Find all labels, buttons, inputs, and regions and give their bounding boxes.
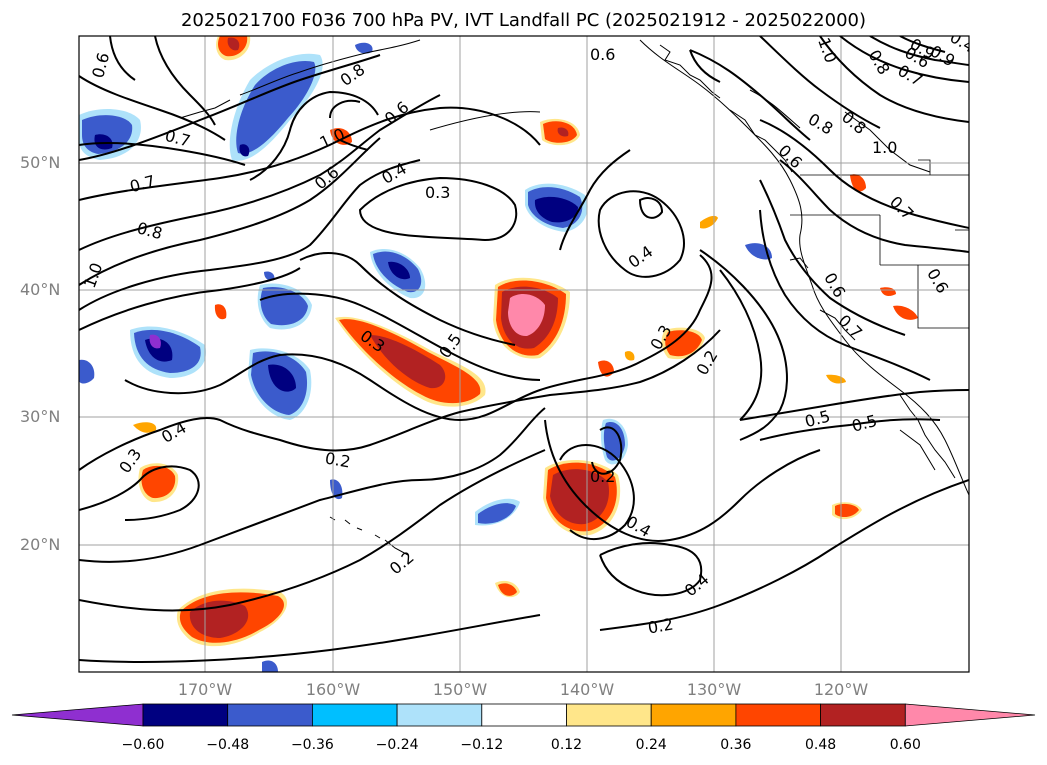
- colorbar-segment: [481, 703, 567, 727]
- colorbar-tick-label: −0.24: [375, 737, 419, 753]
- colorbar-segment: [227, 703, 313, 727]
- colorbar-segment: [820, 703, 906, 727]
- colorbar-segment: [566, 703, 652, 727]
- map-frame: [78, 35, 970, 673]
- colorbar-tick-label: 0.48: [805, 737, 837, 753]
- contour-label: 0.3: [425, 183, 450, 202]
- lat-label: 50°N: [20, 153, 61, 172]
- colorbar-tick-label: 0.12: [550, 737, 583, 753]
- colorbar-tick-label: −0.48: [206, 737, 250, 753]
- contour-label: 0.2: [590, 467, 615, 486]
- colorbar-segment: [142, 703, 229, 727]
- gridlines: [79, 36, 969, 672]
- colorbar-segment: [311, 703, 398, 727]
- lon-label: 120°W: [813, 680, 869, 699]
- colorbar-tick-label: −0.36: [290, 737, 334, 753]
- colorbar-extend-max: [904, 703, 1036, 727]
- lat-label: 20°N: [20, 535, 61, 554]
- colorbar-segment: [650, 703, 737, 727]
- colorbar-segment: [396, 703, 483, 727]
- colorbar: [11, 703, 1036, 727]
- colorbar-tick-label: 0.36: [720, 737, 752, 753]
- contour-label: 0.2: [646, 614, 674, 637]
- contour-label: 0.6: [590, 45, 615, 64]
- colorbar-extend-min: [11, 703, 144, 727]
- state-borders: [790, 159, 969, 329]
- colorbar-tick-label: −0.12: [460, 737, 504, 753]
- lat-label: 40°N: [20, 280, 61, 299]
- lon-label: 140°W: [559, 680, 615, 699]
- lat-label: 30°N: [20, 407, 61, 426]
- lon-label: 130°W: [686, 680, 742, 699]
- colorbar-tick-label: −0.60: [121, 737, 165, 753]
- colorbar-tick-label: 0.24: [635, 737, 667, 753]
- ivt-contours: [79, 36, 969, 663]
- colorbar-segment: [735, 703, 822, 727]
- lon-label: 160°W: [305, 680, 361, 699]
- pv-positive-fill: [133, 36, 918, 647]
- contour-label: 1.0: [872, 138, 897, 157]
- pv-negative-fill: [79, 42, 772, 672]
- lon-label: 150°W: [432, 680, 488, 699]
- lon-label: 170°W: [177, 680, 233, 699]
- contour-label: 0.2: [324, 448, 352, 471]
- map-title: 2025021700 F036 700 hPa PV, IVT Landfall…: [180, 10, 867, 31]
- ivt-contours-thin: [429, 89, 801, 131]
- colorbar-tick-label: 0.60: [889, 737, 921, 753]
